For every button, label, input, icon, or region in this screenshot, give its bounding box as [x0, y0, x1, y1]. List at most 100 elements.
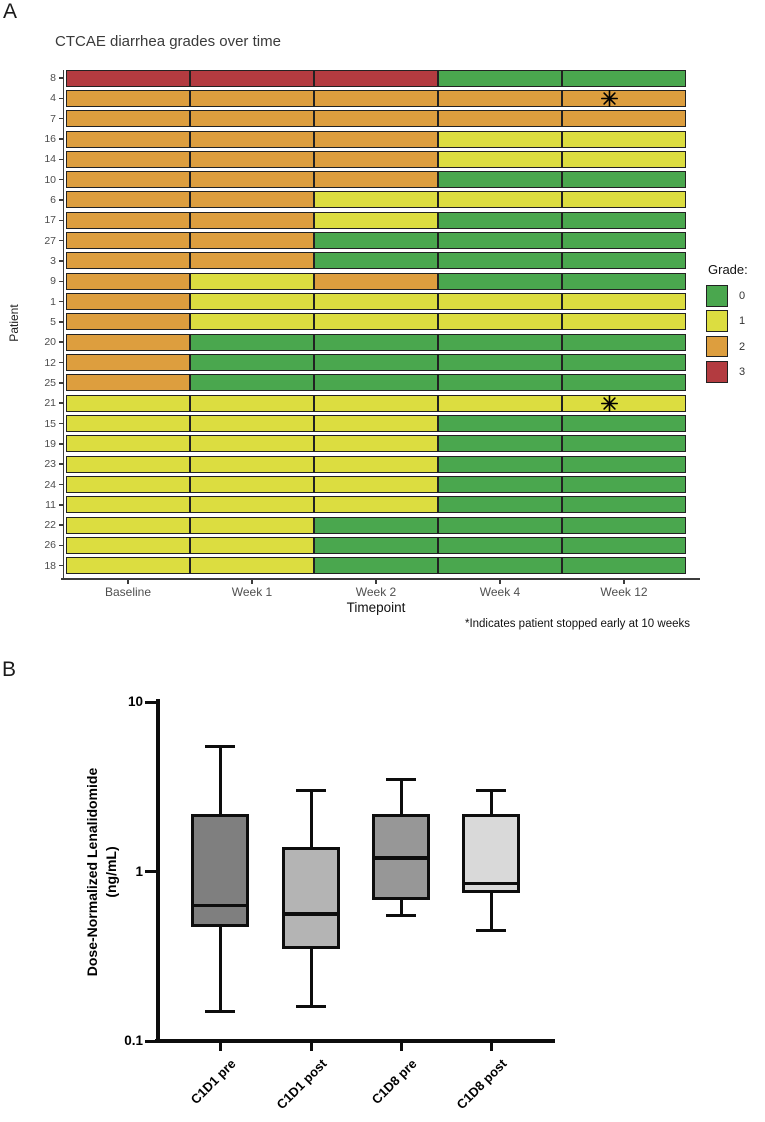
heatmap-cell — [562, 191, 686, 209]
heatmap-row-tick — [58, 443, 63, 445]
heatmap-cell — [438, 374, 562, 392]
heatmap-row-tick — [58, 178, 63, 181]
legend-label-grade-0: 0 — [739, 290, 746, 302]
heatmap-cell — [66, 69, 190, 87]
heatmap-row-tick — [58, 158, 63, 161]
heatmap-row-tick — [58, 239, 63, 242]
heatmap-plot-area: 8 4 7 16 14 10 6 17 27 3 9 1 5 20 12 25 21 15 19 23 24 11 22 26… — [44, 69, 700, 599]
heatmap-cell — [314, 313, 438, 331]
whisker-cap-bottom — [296, 1004, 326, 1008]
heatmap-cell — [562, 354, 686, 372]
heatmap-cell — [438, 313, 562, 331]
heatmap-cell — [438, 475, 562, 493]
heatmap-row-label: 14 — [44, 153, 56, 166]
heatmap-cell — [562, 110, 686, 128]
heatmap-cell — [190, 252, 314, 270]
legend-label-grade-1: 1 — [739, 315, 746, 328]
heatmap-row-label: 9 — [50, 275, 56, 288]
heatmap-cell — [66, 150, 190, 168]
heatmap-col-label: Week 2 — [355, 585, 397, 599]
heatmap-cell — [562, 150, 686, 168]
heatmap-cell — [314, 557, 438, 575]
heatmap-row-label: 27 — [44, 234, 56, 247]
boxplot-y-tick — [145, 1039, 157, 1043]
heatmap-row-label: 5 — [50, 315, 56, 328]
heatmap-cell — [314, 475, 438, 493]
heatmap-row-label: 20 — [44, 336, 56, 349]
heatmap-cell — [66, 394, 190, 412]
median-line — [285, 912, 337, 916]
heatmap-row-label: 21 — [44, 397, 56, 410]
legend-label-grade-2: 2 — [739, 340, 746, 353]
heatmap-cell — [190, 496, 314, 514]
heatmap-cell — [438, 496, 562, 514]
heatmap-cell — [314, 110, 438, 128]
heatmap-cell — [438, 171, 562, 189]
heatmap-cell — [562, 252, 686, 270]
heatmap-cell — [66, 557, 190, 575]
heatmap-row-label: 18 — [44, 559, 56, 572]
heatmap-cell — [66, 516, 190, 534]
heatmap-cell — [66, 232, 190, 250]
whisker-cap-bottom — [386, 914, 416, 917]
boxplot-x-tick-label: C1D1 pre — [187, 1056, 239, 1107]
box-c1d8-post — [462, 813, 520, 893]
boxplot-y-axis-line — [156, 699, 160, 1043]
heatmap-row-tick — [58, 524, 63, 526]
heatmap-legend-title: Grade: — [708, 262, 748, 277]
heatmap-row-tick — [58, 402, 63, 404]
heatmap-row-tick — [58, 260, 63, 262]
heatmap-cell — [190, 171, 314, 189]
median-line — [465, 881, 517, 886]
boxplot-x-tick — [218, 1042, 222, 1051]
heatmap-row-label: 23 — [44, 458, 56, 471]
heatmap-row-tick — [58, 77, 63, 79]
heatmap-cell — [190, 475, 314, 493]
heatmap-cell — [438, 110, 562, 128]
heatmap-cell — [190, 293, 314, 311]
box-c1d1-post — [282, 846, 340, 949]
heatmap-row-tick — [58, 341, 63, 343]
heatmap-row-tick — [58, 138, 63, 140]
heatmap-title: CTCAE diarrhea grades over time — [55, 33, 281, 50]
heatmap-cell — [562, 536, 686, 554]
heatmap-cell — [314, 293, 438, 311]
heatmap-cell — [314, 191, 438, 209]
heatmap-cell — [314, 252, 438, 270]
boxplot-y-tick-label: 1 — [135, 863, 143, 879]
heatmap-cell — [190, 89, 314, 107]
heatmap-cell — [438, 89, 562, 107]
heatmap-cell — [314, 536, 438, 554]
heatmap-col-tick — [499, 579, 501, 584]
heatmap-cell — [562, 455, 686, 473]
heatmap-cell — [190, 130, 314, 148]
heatmap-row-label: 3 — [50, 254, 56, 267]
heatmap-row-tick — [58, 361, 63, 364]
heatmap-cell — [66, 211, 190, 229]
heatmap-row-tick — [58, 117, 63, 120]
heatmap-cell — [314, 150, 438, 168]
heatmap-y-axis-line — [62, 69, 65, 578]
heatmap-cell — [562, 516, 686, 534]
heatmap-cell — [438, 557, 562, 575]
heatmap-cell — [66, 414, 190, 432]
heatmap-row-tick — [58, 199, 63, 201]
heatmap-cell — [562, 69, 686, 87]
heatmap-legend: 0 1 2 3 — [706, 285, 746, 383]
heatmap-col-label: Week 1 — [231, 585, 273, 599]
heatmap-row-label: 19 — [44, 437, 56, 450]
heatmap-cell — [314, 333, 438, 351]
heatmap-cell — [314, 455, 438, 473]
whisker-cap-top — [476, 789, 506, 793]
legend-swatch-grade-2 — [706, 335, 728, 358]
median-line — [194, 903, 246, 908]
heatmap-row-tick — [58, 280, 63, 283]
heatmap-cell — [438, 455, 562, 473]
stopped-early-asterisk-icon — [600, 89, 618, 107]
heatmap-cell — [66, 313, 190, 331]
heatmap-cell — [562, 333, 686, 351]
heatmap-cell — [66, 435, 190, 453]
heatmap-row-label: 4 — [50, 92, 56, 105]
median-line — [375, 856, 427, 860]
